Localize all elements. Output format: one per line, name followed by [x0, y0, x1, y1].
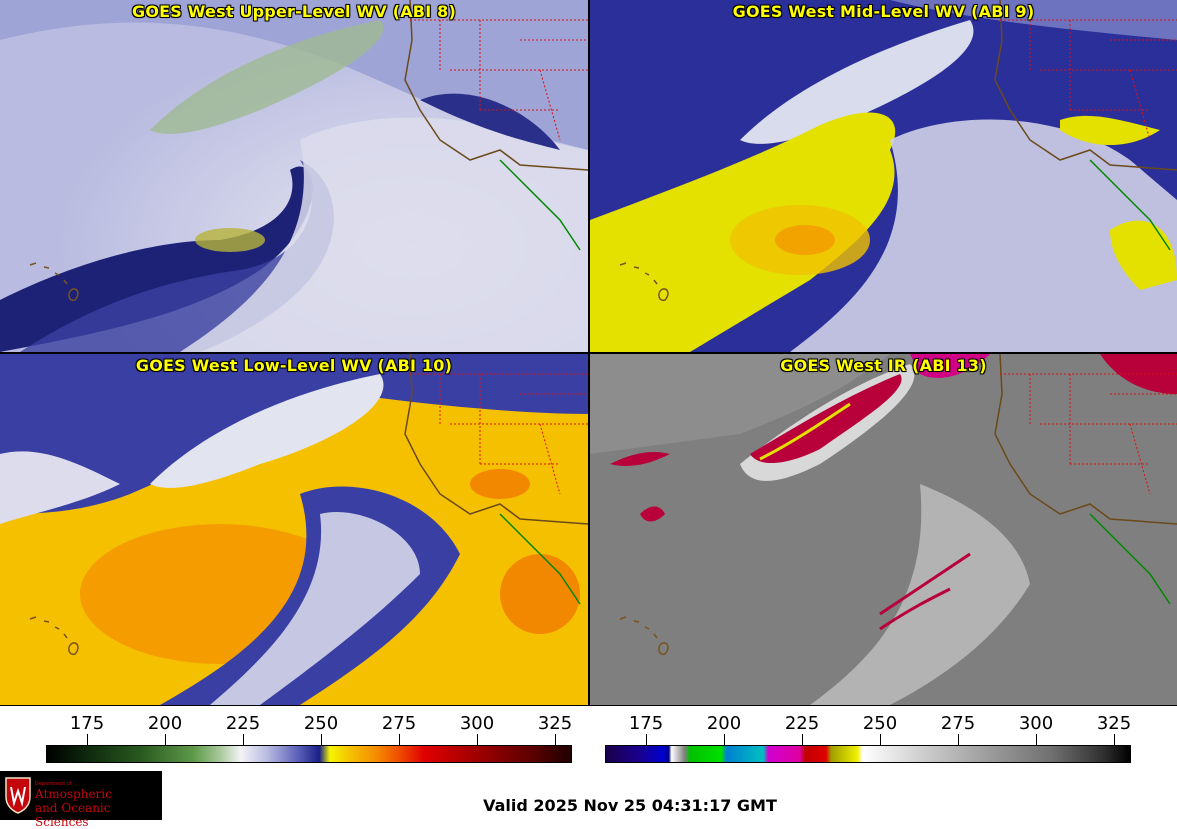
mid-level-wv-image — [590, 0, 1177, 352]
tick-label: 175 — [628, 713, 664, 734]
tick-label: 325 — [1096, 713, 1132, 734]
panel-title: GOES West IR (ABI 13) — [780, 356, 987, 375]
tick-mark — [87, 734, 88, 746]
valid-time: Valid 2025 Nov 25 04:31:17 GMT — [483, 796, 777, 815]
panel-upper-level-wv: GOES West Upper-Level WV (ABI 8) — [0, 0, 588, 352]
panel-mid-level-wv: GOES West Mid-Level WV (ABI 9) — [590, 0, 1177, 352]
low-level-wv-image — [0, 354, 588, 705]
panel-ir: GOES West IR (ABI 13) — [590, 354, 1177, 705]
panel-low-level-wv: GOES West Low-Level WV (ABI 10) — [0, 354, 588, 705]
tick-mark — [1114, 734, 1115, 746]
tick-label: 250 — [303, 713, 339, 734]
tick-mark — [321, 734, 322, 746]
tick-label: 200 — [706, 713, 742, 734]
tick-label: 275 — [940, 713, 976, 734]
panel-title: GOES West Low-Level WV (ABI 10) — [135, 356, 453, 375]
tick-label: 275 — [381, 713, 417, 734]
tick-label: 300 — [1018, 713, 1054, 734]
logo-line2: and Oceanic Sciences — [35, 801, 111, 829]
tick-label: 175 — [69, 713, 105, 734]
tick-label: 225 — [784, 713, 820, 734]
tick-mark — [555, 734, 556, 746]
tick-mark — [477, 734, 478, 746]
uw-crest-icon — [5, 777, 31, 814]
upper-level-wv-image — [0, 0, 588, 352]
tick-label: 325 — [537, 713, 573, 734]
wv-colorbar — [46, 745, 572, 763]
ir-colorbar-ticks: 175 200 225 250 275 300 325 — [607, 706, 1131, 746]
tick-label: 225 — [225, 713, 261, 734]
tick-mark — [880, 734, 881, 746]
tick-mark — [1036, 734, 1037, 746]
panel-bottom-border — [0, 705, 1177, 706]
panel-title: GOES West Upper-Level WV (ABI 8) — [132, 2, 456, 21]
tick-mark — [646, 734, 647, 746]
logo-dept-text: Department of — [35, 781, 72, 787]
tick-mark — [724, 734, 725, 746]
ir-image — [590, 354, 1177, 705]
ir-colorbar — [605, 745, 1131, 763]
tick-label: 250 — [862, 713, 898, 734]
tick-label: 300 — [459, 713, 495, 734]
tick-mark — [802, 734, 803, 746]
wv-colorbar-ticks: 175 200 225 250 275 300 325 — [48, 706, 572, 746]
panel-divider-horizontal — [0, 352, 1177, 354]
logo-line1: Atmospheric — [35, 787, 112, 801]
aos-logo: Department of Atmospheric and Oceanic Sc… — [0, 771, 162, 829]
tick-mark — [243, 734, 244, 746]
tick-mark — [399, 734, 400, 746]
panel-title: GOES West Mid-Level WV (ABI 9) — [732, 2, 1035, 21]
tick-mark — [958, 734, 959, 746]
tick-mark — [165, 734, 166, 746]
tick-label: 200 — [147, 713, 183, 734]
